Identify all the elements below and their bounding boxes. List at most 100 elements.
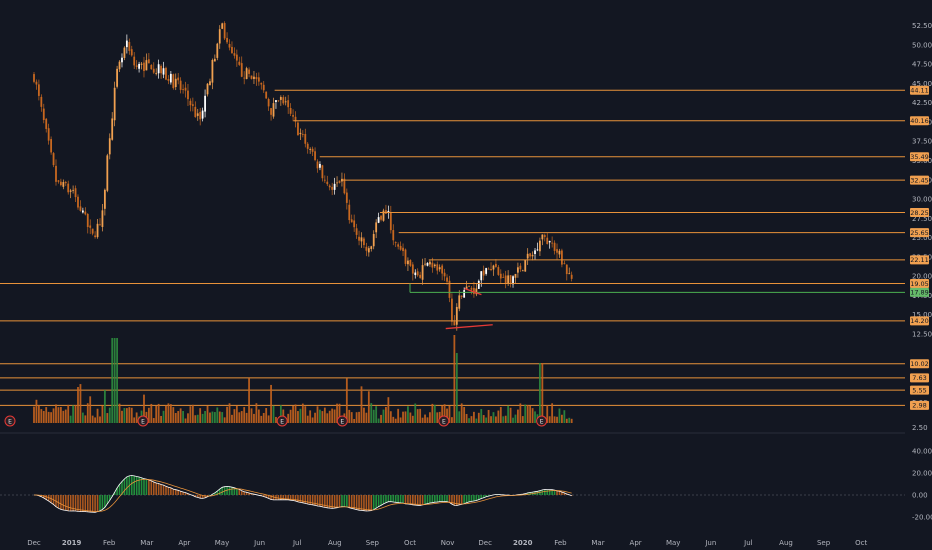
time-tick-label: Dec (27, 539, 41, 547)
candle-body (402, 247, 404, 252)
volume-bar (345, 378, 348, 423)
earnings-glyph: E (8, 419, 12, 426)
candle-body (543, 235, 546, 237)
macd-histogram-bar (64, 495, 67, 511)
volume-bar (358, 411, 360, 423)
candle-body (204, 95, 206, 112)
volume-bar (265, 408, 268, 423)
volume-bar (568, 417, 571, 423)
macd-histogram-bar (282, 495, 285, 500)
price-tag-label: 22.11 (910, 256, 929, 264)
macd-histogram-bar (148, 479, 150, 495)
volume-bar (292, 405, 294, 423)
trendlines (445, 287, 493, 330)
macd-histogram-bar (243, 491, 245, 495)
volume-bar (162, 410, 165, 423)
candle-body (458, 295, 461, 309)
volume-bar (128, 407, 131, 423)
volume-bar (309, 410, 312, 423)
candle-body (326, 181, 329, 185)
candle-body (103, 189, 106, 209)
price-tick-label: 15.00 (912, 311, 932, 319)
volume-bar (370, 403, 373, 423)
macd-histogram-bar (302, 495, 304, 503)
earnings-icon (4, 415, 16, 427)
candle-body (47, 128, 50, 141)
volume-bar (113, 338, 116, 423)
macd-histogram-bar (79, 495, 82, 512)
macd-histogram-bar (551, 489, 553, 495)
volume-bar (463, 407, 466, 423)
volume-bar (221, 412, 224, 423)
macd-histogram-bar (104, 495, 106, 508)
price-tick-label: 25.00 (912, 234, 932, 242)
volume-bar (551, 403, 554, 423)
volume-bar (74, 405, 77, 423)
macd-histogram-bar (321, 495, 324, 507)
macd-histogram-bar (353, 495, 355, 509)
candle-body (311, 148, 314, 152)
volume-bar (96, 408, 99, 423)
candle-body (443, 272, 446, 277)
macd-histogram-bar (155, 482, 157, 495)
volume-bar (223, 417, 226, 423)
price-tick-label: 50.00 (912, 41, 932, 49)
macd-histogram-bar (387, 495, 390, 502)
candle-body (333, 183, 336, 190)
macd-tick-label: 20.00 (912, 470, 932, 478)
macd-histogram-bar (238, 489, 241, 495)
volume-bar (231, 414, 233, 423)
candle-body (526, 253, 529, 259)
volume-bar (218, 411, 221, 423)
volume-bar (458, 411, 461, 423)
earnings-marker: E (276, 415, 288, 427)
price-tag-label: 25.65 (910, 229, 929, 237)
macd-histogram-bar (162, 485, 165, 495)
volume-bar (204, 411, 206, 423)
volume-bar (157, 403, 160, 423)
macd-histogram-bar (416, 495, 419, 506)
candle-body (392, 230, 395, 241)
macd-histogram-bar (150, 480, 153, 495)
earnings-glyph: E (442, 419, 446, 426)
price-tag-label: 40.16 (910, 117, 929, 125)
macd-histogram-bar (375, 495, 377, 509)
time-tick-label: Apr (178, 539, 190, 547)
volume-bar (436, 412, 439, 423)
volume-bar (319, 409, 321, 423)
candle-body (267, 98, 270, 107)
macd-histogram-bar (194, 495, 197, 497)
candle-body (404, 249, 407, 264)
candle-body (453, 321, 456, 326)
candle-body (33, 74, 35, 82)
macd-histogram-bar (363, 495, 365, 511)
macd-histogram-bar (172, 489, 175, 495)
candle-body (64, 181, 67, 184)
volume-bar (443, 404, 446, 423)
time-tick-label: 2019 (62, 539, 82, 547)
candle-body (235, 54, 238, 61)
macd-histogram-bar (91, 495, 94, 513)
volume-bar (304, 406, 307, 423)
candle-body (279, 97, 282, 100)
signal-line (34, 479, 572, 512)
volume-bar (482, 415, 485, 423)
candle-body (345, 192, 348, 203)
volume-bar (473, 411, 475, 423)
candle-body (387, 210, 390, 213)
candle-body (497, 267, 500, 275)
macd-histogram-bar (468, 495, 470, 502)
candle-body (524, 259, 527, 272)
candle-body (42, 108, 45, 121)
volume-bar (548, 416, 551, 423)
macd-histogram-bar (407, 495, 409, 505)
time-tick-label: Oct (855, 539, 867, 547)
volume-bar (558, 408, 561, 423)
volume-bar (465, 413, 468, 423)
candle-body (125, 40, 128, 48)
candle-body (228, 44, 231, 48)
candle-body (99, 224, 101, 226)
price-tag-14.20: 14.20 (910, 316, 929, 326)
price-tick-label: 30.00 (912, 196, 932, 204)
candle-body (499, 273, 502, 279)
